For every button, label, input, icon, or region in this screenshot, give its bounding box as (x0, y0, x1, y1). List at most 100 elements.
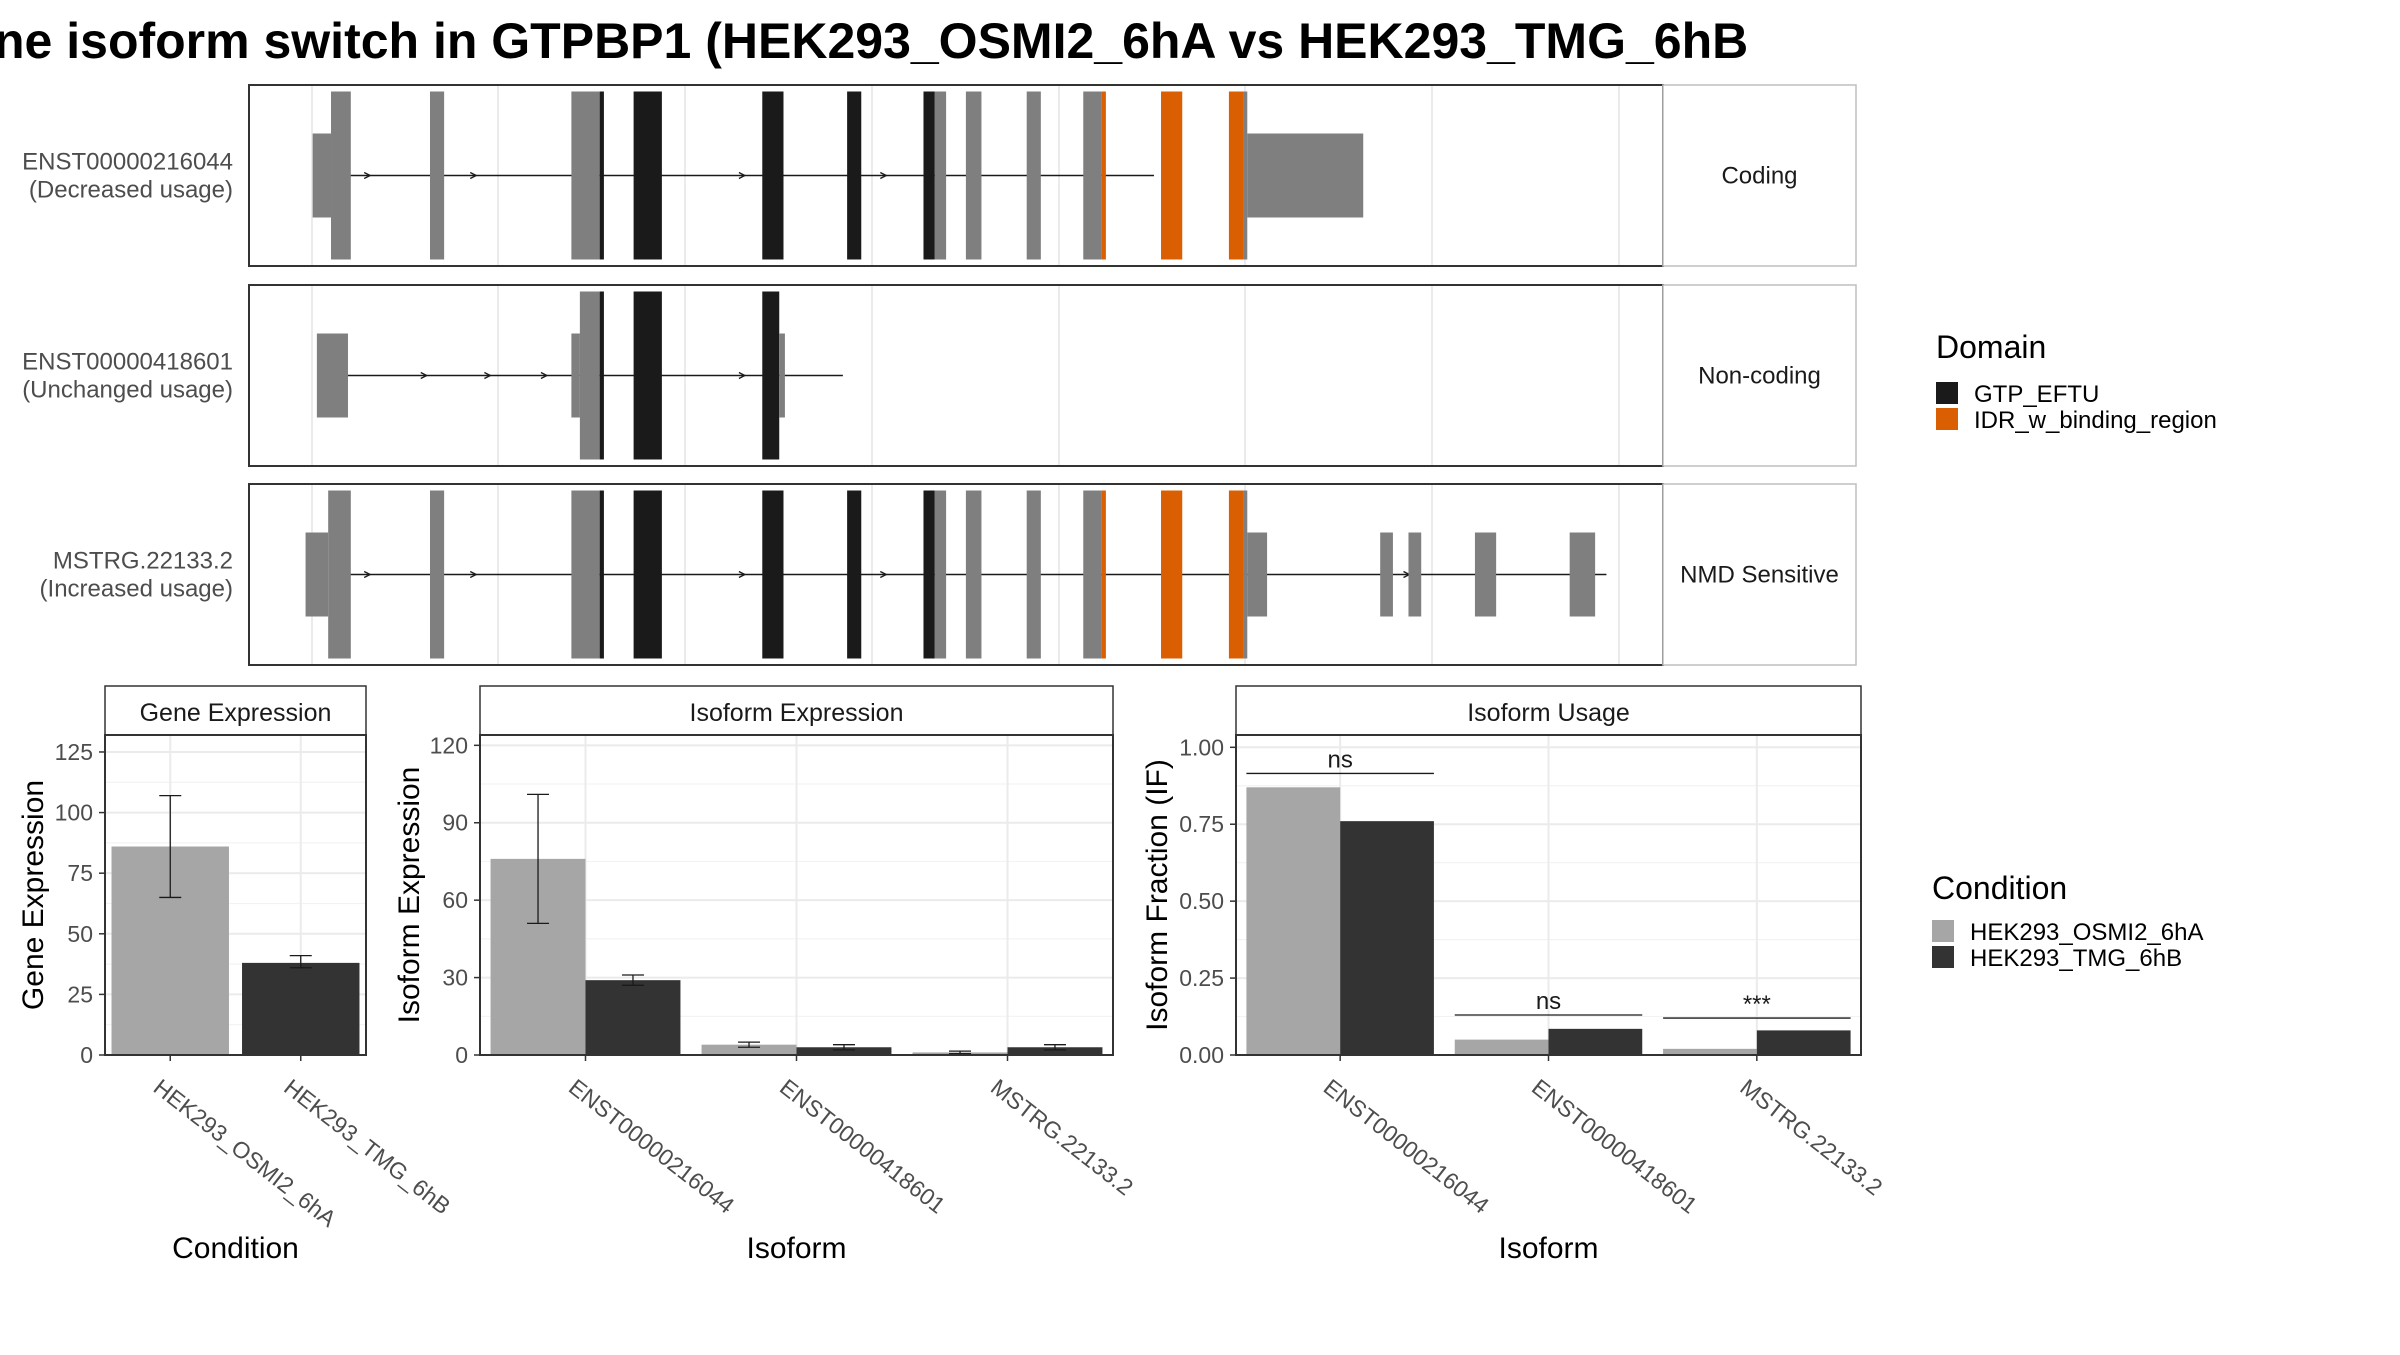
transcript-track: NMD Sensitive MSTRG.22133.2(Increased usa… (40, 483, 1857, 666)
x-axis-title: Isoform (1498, 1232, 1598, 1265)
y-tick-label: 90 (442, 810, 468, 836)
domain-block (1228, 490, 1244, 659)
x-tick-label: MSTRG.22133.2 (1735, 1074, 1887, 1201)
bar-panel: Gene Expression0255075100125HEK293_OSMI2… (17, 685, 456, 1265)
transcript-usage-label: (Decreased usage) (29, 177, 233, 204)
exon-block (312, 133, 332, 218)
domain-block (847, 490, 862, 659)
direction-arrow (363, 570, 372, 579)
bar (701, 1044, 797, 1055)
transcript-track: Non-coding ENST00000418601(Unchanged usag… (22, 284, 1857, 467)
y-tick-label: 120 (430, 732, 468, 758)
exon-block (1247, 532, 1268, 617)
domain-block (762, 490, 784, 659)
y-tick-label: 0 (80, 1042, 93, 1068)
direction-arrow (540, 371, 549, 380)
track-strip-label: Coding (1721, 163, 1797, 190)
transcript-id-label: ENST00000216044 (22, 149, 233, 176)
exon-block (571, 490, 600, 659)
exon-block (331, 91, 351, 260)
direction-arrow (880, 171, 888, 180)
exon-block (429, 91, 445, 260)
bar (1548, 1028, 1643, 1055)
exon-block (1083, 91, 1102, 260)
transcript-track: Coding ENST00000216044(Decreased usage) (22, 84, 1857, 267)
x-axis-title: Isoform (746, 1232, 846, 1265)
y-axis-title: Isoform Fraction (IF) (1141, 759, 1174, 1031)
direction-arrow (363, 171, 372, 180)
track-strip (1662, 284, 1857, 467)
transcript-id-label: MSTRG.22133.2 (53, 548, 233, 575)
domain-block (762, 91, 784, 260)
domain-legend-title: Domain (1936, 329, 2046, 365)
bar-panel: Isoform Usage 0.00 0.25 0.50 0.75 1.00 ns ns ***… (1141, 685, 1887, 1265)
exon-block (1026, 490, 1041, 659)
panel-title: Gene Expression (140, 699, 332, 727)
y-tick-label: 30 (442, 965, 468, 991)
panel-strip (1235, 685, 1862, 736)
domain-block (1101, 91, 1106, 260)
x-axis-title: Condition (172, 1232, 299, 1265)
domain-block (762, 291, 780, 460)
exon-block (934, 490, 947, 659)
panel-title: Isoform Expression (690, 699, 904, 727)
bar (796, 1047, 892, 1055)
domain-block (923, 490, 935, 659)
x-tick-label: ENST00000418601 (1527, 1074, 1702, 1219)
exon-block (1243, 490, 1248, 659)
y-tick-label: 60 (442, 887, 468, 913)
exon-block (1243, 91, 1248, 260)
exon-block (571, 91, 600, 260)
bar (1246, 787, 1341, 1055)
bar (585, 980, 681, 1055)
track-strip (1662, 483, 1857, 666)
domain-block (847, 91, 862, 260)
domain-block (1228, 91, 1244, 260)
domain-block (599, 291, 604, 460)
exon-block (1083, 490, 1102, 659)
exon-block (779, 333, 785, 418)
significance-label: ns (1536, 988, 1561, 1015)
y-tick-label: 1.00 (1179, 734, 1224, 760)
direction-arrow (469, 171, 478, 180)
exon-block (1380, 532, 1393, 617)
panel-strip (479, 685, 1114, 736)
direction-arrow (484, 371, 492, 380)
domain-block (633, 91, 662, 260)
bar (1756, 1030, 1851, 1055)
bar (1007, 1047, 1103, 1055)
transcript-structure-panel: Coding ENST00000216044(Decreased usage) No… (22, 84, 1857, 666)
transcript-usage-label: (Increased usage) (40, 576, 233, 603)
direction-arrow (469, 570, 478, 579)
direction-arrow (738, 570, 747, 579)
y-tick-label: 125 (55, 739, 93, 765)
exon-block (328, 490, 351, 659)
domain-block (1161, 91, 1183, 260)
bar (1454, 1039, 1549, 1055)
domain-block (1161, 490, 1183, 659)
exon-block (1026, 91, 1041, 260)
y-tick-label: 100 (55, 800, 93, 826)
exon-block (1569, 532, 1596, 617)
exon-block (579, 291, 600, 460)
legend-label: HEK293_OSMI2_6hA (1970, 919, 2203, 946)
legend-swatch (1936, 382, 1958, 404)
direction-arrow (880, 570, 888, 579)
panel-border (104, 734, 367, 1056)
exon-block (1408, 532, 1422, 617)
y-tick-label: 0.25 (1179, 965, 1224, 991)
domain-block (633, 291, 662, 460)
x-tick-label: ENST00000216044 (564, 1074, 739, 1219)
bar-chart-panels: Gene Expression0255075100125HEK293_OSMI2… (17, 685, 1887, 1265)
transcript-usage-label: (Unchanged usage) (22, 377, 233, 404)
transcript-id-label: ENST00000418601 (22, 349, 233, 376)
x-tick-label: ENST00000216044 (1319, 1074, 1494, 1219)
legend-swatch (1932, 920, 1954, 942)
track-strip-label: NMD Sensitive (1680, 562, 1839, 589)
condition-legend-title: Condition (1932, 870, 2067, 906)
domain-block (599, 490, 604, 659)
legend-swatch (1936, 408, 1958, 430)
